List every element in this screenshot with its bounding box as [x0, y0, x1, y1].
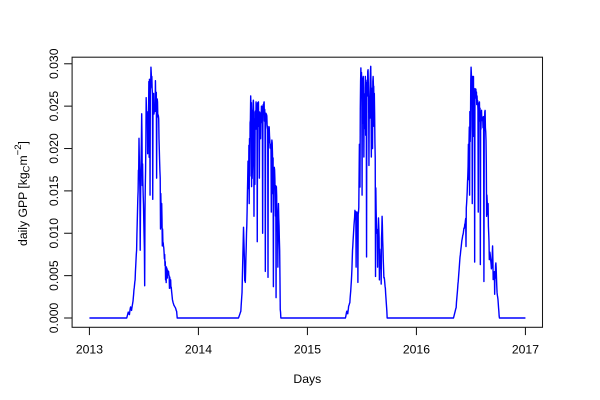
svg-text:0.000: 0.000: [47, 303, 61, 334]
svg-text:0.005: 0.005: [47, 260, 61, 291]
svg-text:daily GPP [kgCm−2]: daily GPP [kgCm−2]: [13, 141, 32, 246]
svg-text:0.010: 0.010: [47, 218, 61, 249]
svg-text:Days: Days: [293, 372, 321, 386]
svg-text:0.020: 0.020: [47, 133, 61, 164]
svg-text:0.025: 0.025: [47, 91, 61, 122]
svg-text:0.030: 0.030: [47, 48, 61, 79]
svg-text:2016: 2016: [403, 343, 430, 357]
svg-text:2015: 2015: [294, 343, 321, 357]
svg-text:0.015: 0.015: [47, 175, 61, 206]
svg-text:2013: 2013: [76, 343, 103, 357]
svg-text:2017: 2017: [512, 343, 539, 357]
svg-text:2014: 2014: [185, 343, 212, 357]
